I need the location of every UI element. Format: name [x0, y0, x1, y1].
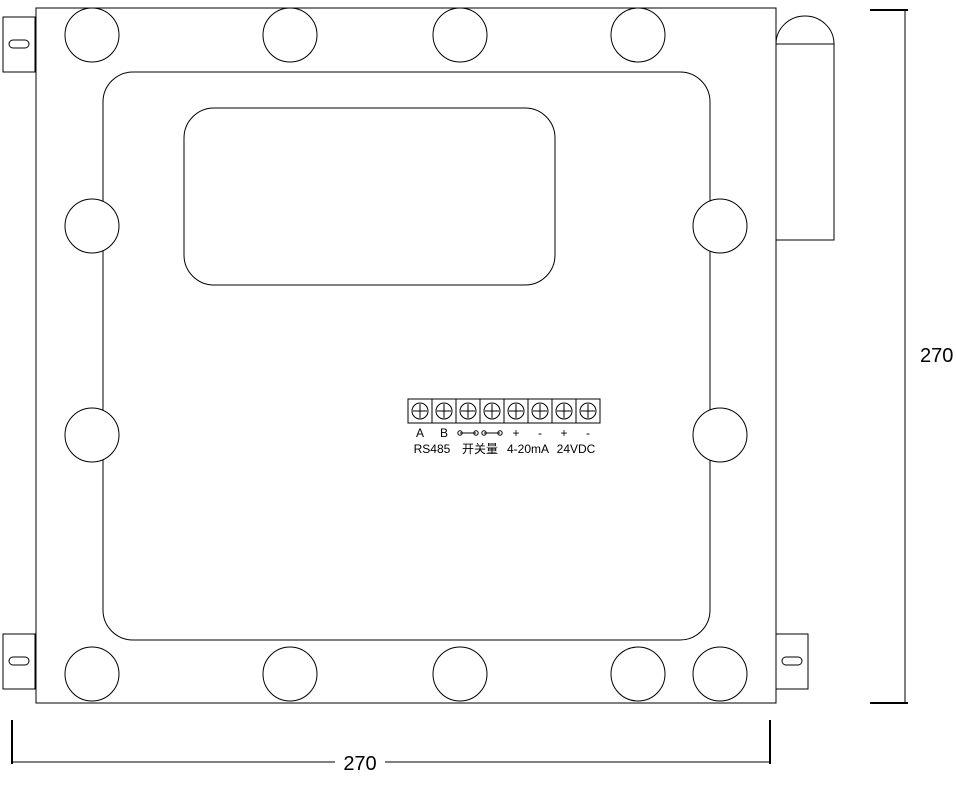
terminal-pin-label-6: + — [560, 426, 567, 440]
antenna-body — [776, 44, 834, 240]
bolt-7 — [693, 408, 747, 462]
antenna — [776, 16, 834, 240]
bolt-2 — [433, 8, 487, 62]
mount-slot-1 — [9, 657, 29, 665]
bolt-6 — [65, 408, 119, 462]
terminal-pin-label-4: + — [512, 426, 519, 440]
bolt-12 — [693, 647, 747, 701]
bolt-9 — [263, 647, 317, 701]
dim-v-label: 270 — [920, 345, 953, 367]
terminal-pin-label-1: B — [440, 426, 448, 440]
bolt-11 — [611, 647, 665, 701]
mount-slot-2 — [782, 657, 802, 665]
terminal-pin-label-7: - — [586, 426, 590, 440]
terminal-group-label-1: 开关量 — [462, 442, 498, 456]
antenna-cap — [776, 16, 834, 44]
mount-slot-0 — [9, 40, 29, 48]
dim-h-label: 270 — [343, 753, 376, 775]
terminal-group-label-2: 4-20mA — [507, 442, 549, 456]
bolt-4 — [65, 199, 119, 253]
bolt-0 — [65, 8, 119, 62]
bolt-5 — [693, 199, 747, 253]
bolt-1 — [263, 8, 317, 62]
terminal-pin-label-0: A — [416, 426, 424, 440]
terminal-group-label-3: 24VDC — [557, 442, 596, 456]
bolt-3 — [611, 8, 665, 62]
terminal-pin-label-5: - — [538, 426, 542, 440]
display-window — [184, 108, 555, 285]
bolt-10 — [433, 647, 487, 701]
bolt-8 — [65, 647, 119, 701]
terminal-group-label-0: RS485 — [414, 442, 451, 456]
